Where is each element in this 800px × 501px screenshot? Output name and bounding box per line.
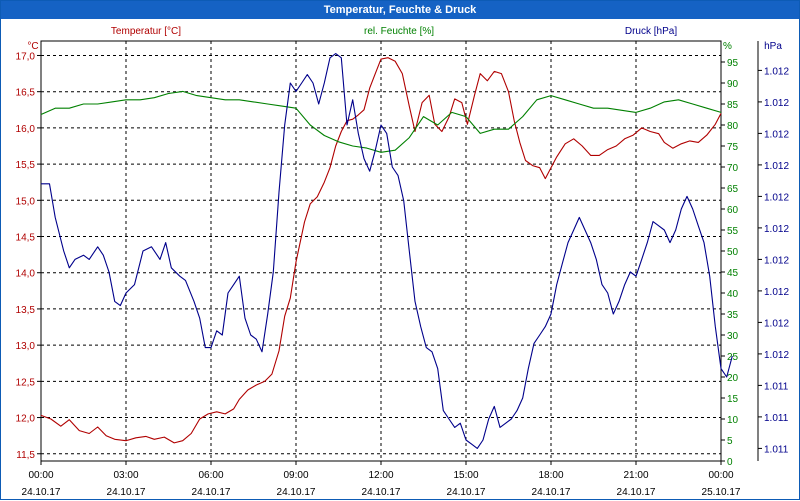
grid-layer — [41, 41, 721, 461]
pressure-unit-label: hPa — [764, 41, 782, 52]
pressure-tick-label: 1.011 — [764, 381, 789, 392]
pressure-tick-label: 1.012 — [764, 318, 789, 329]
humidity-tick-label: 5 — [727, 436, 733, 447]
humidity-tick-label: 50 — [727, 247, 739, 258]
humidity-tick-label: 55 — [727, 226, 739, 237]
humidity-tick-label: 35 — [727, 310, 739, 321]
humidity-tick-label: 20 — [727, 373, 739, 384]
temperature-tick-label: 12,0 — [16, 414, 36, 425]
humidity-tick-label: 95 — [727, 58, 739, 69]
x-tick-time-label: 12:00 — [368, 470, 393, 481]
ticks-layer: 00:00 24.10.17 03:00 24.10.17 06:00 24.10.17 0… — [16, 51, 790, 498]
humidity-legend-label: rel. Feuchte [%] — [364, 26, 434, 37]
pressure-tick-label: 1.012 — [764, 350, 789, 361]
temperature-tick-label: 16,5 — [16, 88, 36, 99]
x-tick-time-label: 15:00 — [453, 470, 478, 481]
pressure-tick-label: 1.012 — [764, 129, 789, 140]
pressure-tick-label: 1.012 — [764, 98, 789, 109]
x-tick-time-label: 21:00 — [623, 470, 648, 481]
x-tick-time-label: 00:00 — [28, 470, 53, 481]
pressure-line — [41, 53, 733, 449]
humidity-tick-label: 30 — [727, 331, 739, 342]
window-title: Temperatur, Feuchte & Druck — [1, 1, 799, 19]
temperature-tick-label: 14,0 — [16, 269, 36, 280]
pressure-tick-label: 1.012 — [764, 287, 789, 298]
pressure-tick-label: 1.012 — [764, 66, 789, 77]
pressure-tick-label: 1.012 — [764, 224, 789, 235]
x-tick-time-label: 18:00 — [538, 470, 563, 481]
humidity-tick-label: 40 — [727, 289, 739, 300]
humidity-tick-label: 90 — [727, 79, 739, 90]
x-tick-date-label: 24.10.17 — [447, 487, 486, 498]
x-tick-date-label: 25.10.17 — [702, 487, 741, 498]
pressure-legend-label: Druck [hPa] — [625, 26, 677, 37]
temperature-tick-label: 15,0 — [16, 196, 36, 207]
humidity-tick-label: 15 — [727, 394, 739, 405]
humidity-tick-label: 80 — [727, 121, 739, 132]
humidity-tick-label: 45 — [727, 268, 739, 279]
humidity-tick-label: 60 — [727, 205, 739, 216]
temperature-tick-label: 16,0 — [16, 124, 36, 135]
pressure-tick-label: 1.012 — [764, 161, 789, 172]
x-tick-date-label: 24.10.17 — [192, 487, 231, 498]
temperature-legend-label: Temperatur [°C] — [111, 26, 181, 37]
humidity-tick-label: 0 — [727, 457, 733, 468]
x-tick-date-label: 24.10.17 — [277, 487, 316, 498]
temperature-tick-label: 12,5 — [16, 377, 36, 388]
temperature-tick-label: 13,5 — [16, 305, 36, 316]
humidity-tick-label: 85 — [727, 100, 739, 111]
x-tick-time-label: 06:00 — [198, 470, 223, 481]
humidity-unit-label: % — [723, 41, 732, 52]
x-tick-time-label: 00:00 — [708, 470, 733, 481]
humidity-tick-label: 65 — [727, 184, 739, 195]
temperature-tick-label: 11,5 — [16, 450, 35, 461]
axes-layer — [40, 40, 759, 462]
temperature-tick-label: 14,5 — [16, 233, 36, 244]
temperature-tick-label: 13,0 — [16, 341, 36, 352]
pressure-tick-label: 1.012 — [764, 255, 789, 266]
x-tick-date-label: 24.10.17 — [532, 487, 571, 498]
x-tick-date-label: 24.10.17 — [362, 487, 401, 498]
pressure-tick-label: 1.011 — [764, 413, 789, 424]
humidity-line — [40, 90, 722, 153]
temperature-tick-label: 17,0 — [16, 51, 36, 62]
humidity-tick-label: 25 — [727, 352, 739, 363]
temperature-tick-label: 15,5 — [16, 160, 36, 171]
humidity-tick-label: 70 — [727, 163, 739, 174]
pressure-tick-label: 1.011 — [764, 444, 789, 455]
pressure-tick-label: 1.012 — [764, 192, 789, 203]
temperature-line — [40, 57, 722, 444]
labels-layer: Temperatur [°C] rel. Feuchte [%] Druck [… — [27, 26, 782, 52]
x-tick-time-label: 09:00 — [283, 470, 308, 481]
humidity-tick-label: 75 — [727, 142, 739, 153]
x-tick-date-label: 24.10.17 — [617, 487, 656, 498]
temperature-unit-label: °C — [27, 41, 38, 52]
humidity-tick-label: 10 — [727, 415, 739, 426]
series-layer — [40, 53, 733, 449]
x-tick-time-label: 03:00 — [113, 470, 138, 481]
x-tick-date-label: 24.10.17 — [22, 487, 61, 498]
x-tick-date-label: 24.10.17 — [107, 487, 146, 498]
